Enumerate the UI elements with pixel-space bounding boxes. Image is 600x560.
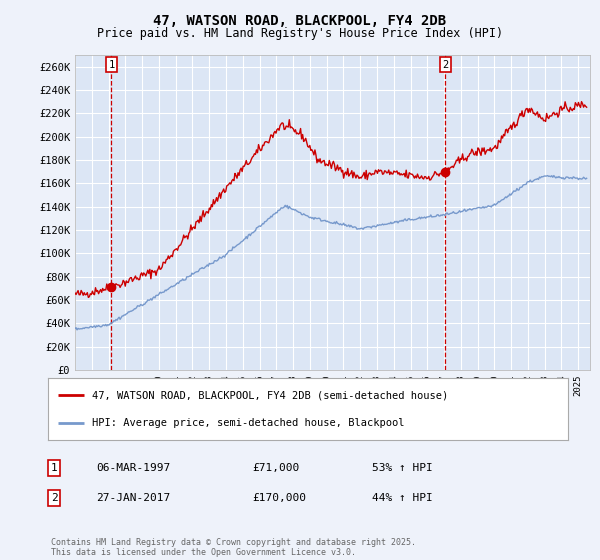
- Text: HPI: Average price, semi-detached house, Blackpool: HPI: Average price, semi-detached house,…: [92, 418, 404, 428]
- Text: 44% ↑ HPI: 44% ↑ HPI: [372, 493, 433, 503]
- Text: 2: 2: [442, 60, 448, 70]
- Text: 53% ↑ HPI: 53% ↑ HPI: [372, 463, 433, 473]
- Text: 06-MAR-1997: 06-MAR-1997: [96, 463, 170, 473]
- Text: Price paid vs. HM Land Registry's House Price Index (HPI): Price paid vs. HM Land Registry's House …: [97, 27, 503, 40]
- Text: 47, WATSON ROAD, BLACKPOOL, FY4 2DB (semi-detached house): 47, WATSON ROAD, BLACKPOOL, FY4 2DB (sem…: [92, 390, 448, 400]
- Text: £71,000: £71,000: [252, 463, 299, 473]
- Text: 2: 2: [50, 493, 58, 503]
- Text: 1: 1: [108, 60, 115, 70]
- Text: 27-JAN-2017: 27-JAN-2017: [96, 493, 170, 503]
- Text: 47, WATSON ROAD, BLACKPOOL, FY4 2DB: 47, WATSON ROAD, BLACKPOOL, FY4 2DB: [154, 14, 446, 28]
- Text: Contains HM Land Registry data © Crown copyright and database right 2025.
This d: Contains HM Land Registry data © Crown c…: [51, 538, 416, 557]
- Text: £170,000: £170,000: [252, 493, 306, 503]
- Text: 1: 1: [50, 463, 58, 473]
